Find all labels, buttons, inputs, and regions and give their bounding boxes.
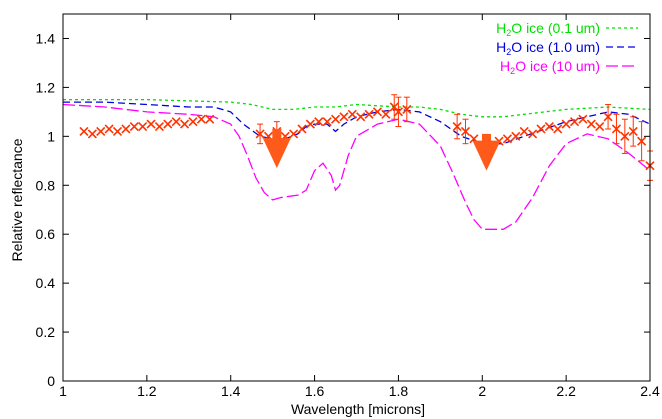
x-tick-label: 1.2 bbox=[137, 383, 157, 399]
data-point bbox=[289, 129, 299, 139]
data-point bbox=[188, 117, 198, 127]
data-point bbox=[339, 112, 349, 122]
y-tick-label: 1.4 bbox=[36, 30, 56, 46]
data-point bbox=[578, 114, 588, 124]
data-point bbox=[146, 119, 156, 129]
x-tick-label: 1.8 bbox=[389, 383, 409, 399]
data-point bbox=[196, 114, 206, 124]
x-tick-label: 1.4 bbox=[221, 383, 241, 399]
data-point bbox=[372, 107, 383, 117]
y-tick-label: 0.2 bbox=[36, 324, 56, 340]
x-tick-label: 2.2 bbox=[556, 383, 576, 399]
legend-label: H2O ice (1.0 um) bbox=[496, 39, 600, 57]
data-point bbox=[561, 119, 571, 129]
series-line bbox=[63, 98, 651, 118]
y-tick-label: 1 bbox=[47, 128, 55, 144]
data-point bbox=[569, 117, 580, 127]
data-point bbox=[553, 124, 563, 134]
y-tick-label: 0.8 bbox=[36, 177, 56, 193]
data-point bbox=[544, 121, 554, 132]
data-point bbox=[356, 112, 366, 122]
data-point bbox=[452, 113, 462, 140]
arrow-head bbox=[262, 138, 291, 169]
y-axis-title: Relative reflectance bbox=[9, 138, 25, 261]
legend-label: H2O ice (10 um) bbox=[500, 58, 600, 76]
data-point bbox=[330, 114, 341, 124]
arrow-shaft bbox=[272, 128, 282, 140]
x-tick-label: 1.6 bbox=[305, 383, 325, 399]
data-point bbox=[502, 134, 513, 144]
data-point bbox=[322, 117, 332, 127]
data-point bbox=[536, 124, 546, 134]
data-point bbox=[104, 124, 114, 134]
data-point bbox=[393, 96, 403, 128]
data-point bbox=[347, 109, 357, 119]
series-line bbox=[62, 103, 651, 230]
data-point bbox=[255, 123, 265, 145]
data-point bbox=[314, 117, 324, 127]
data-point bbox=[79, 126, 89, 137]
data-point bbox=[586, 119, 596, 129]
data-point bbox=[603, 104, 613, 130]
data-point bbox=[305, 119, 315, 129]
data-point bbox=[381, 109, 391, 119]
x-tick-label: 1 bbox=[59, 383, 67, 399]
data-point bbox=[154, 121, 165, 132]
data-point bbox=[171, 117, 181, 127]
data-point bbox=[628, 116, 638, 147]
data-point bbox=[297, 124, 307, 134]
data-point bbox=[87, 129, 97, 139]
series-line bbox=[63, 101, 651, 145]
y-tick-label: 0.6 bbox=[36, 226, 56, 242]
x-axis-title: Wavelength [microns] bbox=[291, 401, 425, 417]
data-point bbox=[129, 121, 139, 132]
data-point bbox=[402, 96, 412, 123]
y-tick-label: 0 bbox=[47, 373, 55, 389]
observed-points bbox=[79, 94, 655, 181]
data-point bbox=[519, 126, 529, 137]
axis-ticks: 1 1.2 1.4 1.6 1.8 2 2.2 2.4 0 0.2 0.4 0.6 0.8 1 1.2 1.4 bbox=[36, 14, 660, 399]
plot-frame bbox=[62, 13, 651, 382]
data-point bbox=[364, 109, 374, 119]
data-point bbox=[460, 118, 471, 145]
data-point bbox=[112, 126, 123, 137]
data-point bbox=[205, 114, 215, 124]
legend: H2O ice (0.1 um)H2O ice (1.0 um)H2O ice … bbox=[496, 20, 638, 76]
data-point bbox=[620, 118, 630, 154]
data-point bbox=[180, 119, 190, 129]
x-tick-label: 2.4 bbox=[640, 383, 660, 399]
data-point bbox=[96, 126, 106, 137]
legend-label: H2O ice (0.1 um) bbox=[496, 20, 600, 38]
series-lines bbox=[62, 98, 651, 230]
data-point bbox=[121, 124, 131, 134]
arrow-shaft bbox=[481, 133, 491, 142]
data-point bbox=[528, 129, 538, 139]
data-point bbox=[163, 119, 173, 129]
data-point bbox=[595, 121, 605, 132]
x-tick-label: 2 bbox=[478, 383, 486, 399]
data-point bbox=[611, 113, 622, 145]
data-point bbox=[637, 121, 647, 162]
absorption-arrows bbox=[262, 128, 501, 171]
data-point bbox=[511, 131, 521, 141]
y-tick-label: 1.2 bbox=[36, 79, 56, 95]
data-point bbox=[138, 121, 148, 132]
arrow-head bbox=[472, 140, 501, 171]
y-tick-label: 0.4 bbox=[36, 275, 56, 291]
